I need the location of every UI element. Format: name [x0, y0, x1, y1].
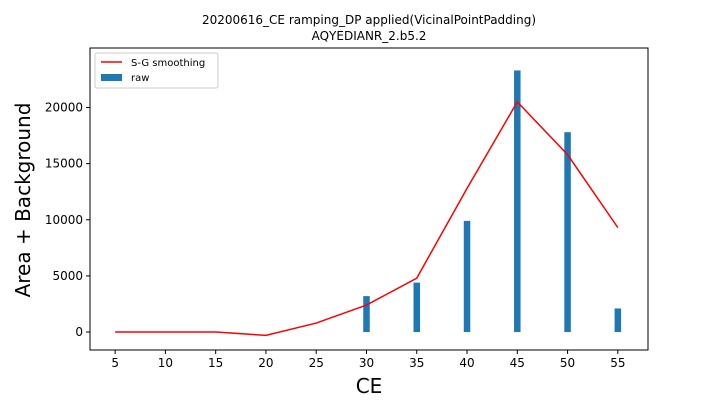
- x-tick-label-30: 30: [359, 356, 374, 370]
- x-tick-label-55: 55: [610, 356, 625, 370]
- bar-raw-55: [614, 308, 622, 333]
- y-axis-ticks: 0 5000 10000 15000 20000: [45, 101, 90, 339]
- x-tick-label-45: 45: [510, 356, 525, 370]
- bar-raw-35: [413, 282, 421, 333]
- y-tick-label-5000: 5000: [52, 269, 83, 283]
- chart-title-line-1: 20200616_CE ramping_DP applied(VicinalPo…: [202, 13, 536, 27]
- bar-raw-50: [564, 132, 571, 333]
- x-tick-label-40: 40: [459, 356, 474, 370]
- bar-raw-45: [514, 70, 521, 333]
- x-axis-ticks: 5 10 15 20 25 30 35 40 45 50 55: [111, 350, 625, 370]
- x-tick-label-25: 25: [309, 356, 324, 370]
- y-tick-label-0: 0: [75, 325, 83, 339]
- legend-label-smoothing: S-G smoothing: [131, 58, 205, 69]
- bar-raw-30: [363, 296, 370, 333]
- smoothing-line: [115, 100, 619, 337]
- legend-swatch-bar: [101, 74, 122, 81]
- x-axis-label: CE: [356, 374, 383, 398]
- plot-area-frame: [89, 47, 649, 351]
- legend-label-raw: raw: [131, 73, 149, 84]
- legend: S-G smoothing raw: [94, 52, 219, 89]
- x-tick-label-50: 50: [560, 356, 575, 370]
- raw-bars: [363, 70, 622, 333]
- y-tick-label-10000: 10000: [45, 213, 83, 227]
- x-tick-label-35: 35: [409, 356, 424, 370]
- y-tick-label-20000: 20000: [45, 101, 83, 115]
- chart-title-line-2: AQYEDIANR_2.b5.2: [312, 29, 427, 43]
- y-axis-label: Area + Background: [11, 103, 35, 298]
- bar-raw-40: [463, 220, 471, 333]
- x-tick-label-5: 5: [111, 356, 119, 370]
- x-tick-label-10: 10: [158, 356, 173, 370]
- x-tick-label-20: 20: [258, 356, 273, 370]
- line-sg-smoothing: [115, 100, 619, 337]
- x-tick-label-15: 15: [208, 356, 223, 370]
- y-tick-label-15000: 15000: [45, 157, 83, 171]
- legend-box: [94, 52, 219, 89]
